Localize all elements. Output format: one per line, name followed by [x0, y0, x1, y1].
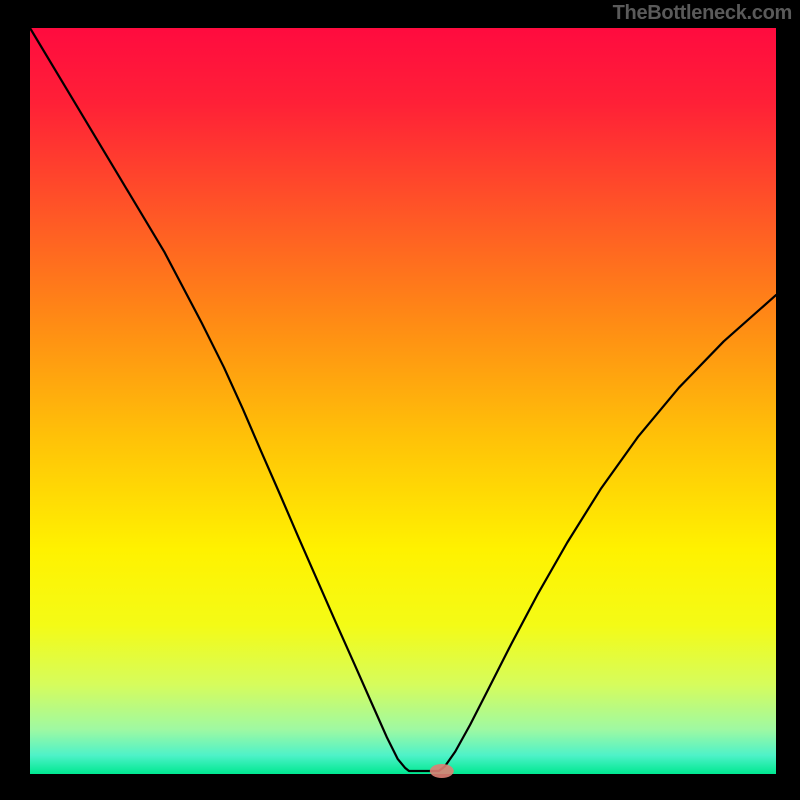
optimum-marker [430, 764, 454, 778]
watermark-text: TheBottleneck.com [613, 2, 792, 25]
chart-container: TheBottleneck.com [0, 0, 800, 800]
bottleneck-chart [0, 0, 800, 800]
gradient-background [30, 28, 776, 774]
